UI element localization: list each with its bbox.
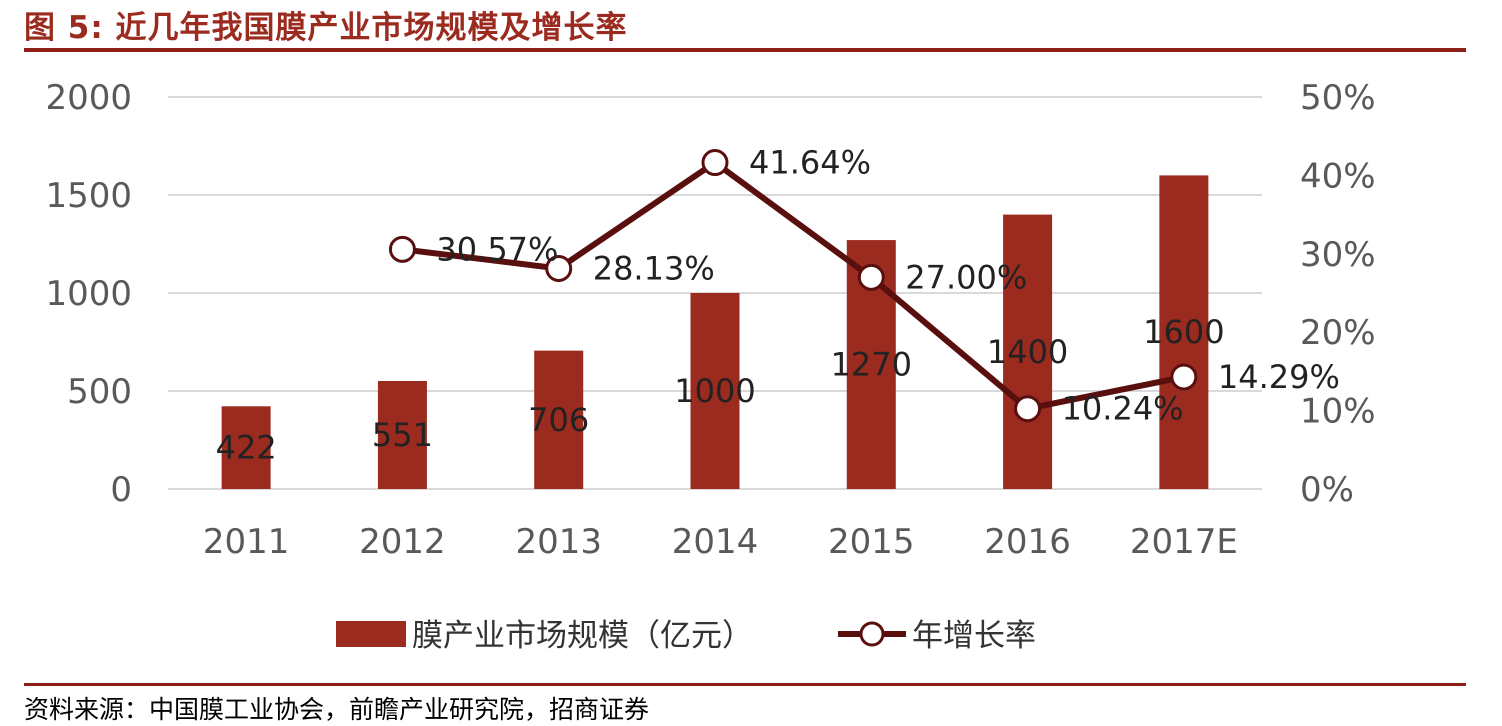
growth-point <box>1170 363 1198 391</box>
growth-value-label: 41.64% <box>749 144 871 182</box>
bar <box>221 406 271 489</box>
growth-line <box>388 149 1198 423</box>
growth-value-label: 30.57% <box>436 230 558 268</box>
bar <box>534 350 584 489</box>
bar-value-label: 1600 <box>1143 313 1224 351</box>
x-tick: 2013 <box>515 522 602 562</box>
bars <box>221 175 1209 489</box>
y-left-tick: 1500 <box>45 176 132 216</box>
figure-title: 图 5: 近几年我国膜产业市场规模及增长率 <box>24 10 628 46</box>
source-rule <box>24 683 1466 686</box>
legend: 膜产业市场规模（亿元） 年增长率 <box>336 618 1036 654</box>
growth-point <box>701 149 729 177</box>
bar-value-label: 1400 <box>987 333 1068 371</box>
growth-line-path <box>402 159 1185 412</box>
x-tick: 2015 <box>828 522 915 562</box>
growth-point <box>388 235 416 263</box>
y-right-tick: 10% <box>1300 392 1376 432</box>
x-tick: 2012 <box>359 522 446 562</box>
bar <box>690 293 740 489</box>
bar <box>1003 214 1053 489</box>
y-right-tick: 40% <box>1300 156 1376 196</box>
x-tick: 2016 <box>984 522 1071 562</box>
bar-value-label: 1270 <box>831 346 912 384</box>
bar-value-label: 551 <box>372 416 433 454</box>
axes: 0 500 1000 1500 2000 0% 10% 20% 30% 40% 50% 2011 201… <box>45 78 1375 562</box>
growth-value-label: 10.24% <box>1062 390 1184 428</box>
growth-point <box>545 254 573 282</box>
growth-point <box>857 263 885 291</box>
bar-value-label: 422 <box>216 429 277 467</box>
x-tick: 2017E <box>1130 522 1238 562</box>
growth-point <box>1014 395 1042 423</box>
data-labels: 422 551 706 1000 1270 1400 1600 30.57% 28.13% 41.… <box>216 144 1340 467</box>
bar <box>1159 175 1209 489</box>
combo-chart: 422 551 706 1000 1270 1400 1600 30.57% 28.13% 41.… <box>45 78 1375 654</box>
legend-line-label: 年增长率 <box>912 618 1036 654</box>
bar-value-label: 706 <box>528 401 589 439</box>
growth-value-label: 28.13% <box>593 249 715 287</box>
bar <box>377 381 427 489</box>
y-left-tick: 1000 <box>45 274 132 314</box>
source-note: 资料来源：中国膜工业协会，前瞻产业研究院，招商证券 <box>24 695 650 724</box>
legend-line-marker <box>859 621 885 647</box>
y-right-tick: 20% <box>1300 313 1376 353</box>
bar-value-label: 1000 <box>674 372 755 410</box>
y-right-tick: 0% <box>1300 470 1354 510</box>
y-left-tick: 500 <box>67 372 132 412</box>
legend-bar-swatch <box>336 621 406 647</box>
title-rule <box>24 48 1466 52</box>
y-left-tick: 0 <box>110 470 132 510</box>
y-right-tick: 30% <box>1300 235 1376 275</box>
legend-bar-label: 膜产业市场规模（亿元） <box>412 618 753 654</box>
y-left-tick: 2000 <box>45 78 132 118</box>
growth-value-label: 27.00% <box>905 258 1027 296</box>
x-tick: 2011 <box>203 522 290 562</box>
y-right-tick: 50% <box>1300 78 1376 118</box>
x-tick: 2014 <box>672 522 759 562</box>
growth-value-label: 14.29% <box>1218 358 1340 396</box>
